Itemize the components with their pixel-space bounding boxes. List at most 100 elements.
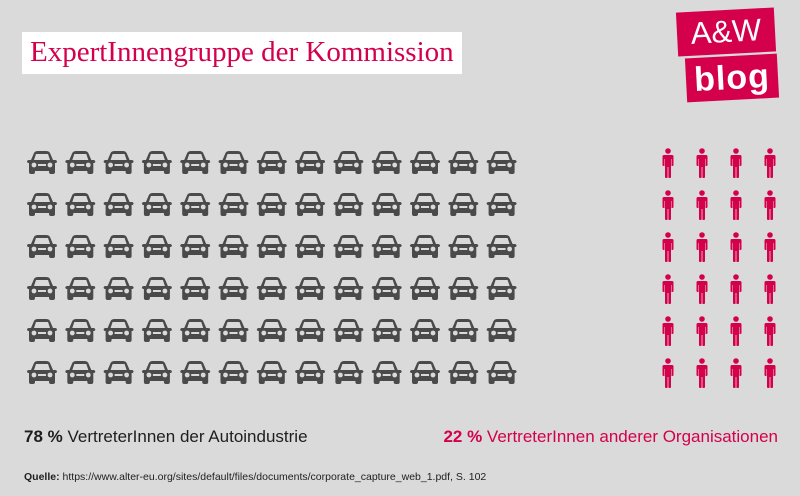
person-icon bbox=[696, 232, 708, 262]
car-icon bbox=[371, 235, 402, 258]
car-icon bbox=[410, 361, 440, 384]
source-note: Quelle: https://www.alter-eu.org/sites/d… bbox=[24, 471, 486, 483]
car-icon bbox=[27, 193, 57, 216]
source-url: https://www.alter-eu.org/sites/default/f… bbox=[62, 471, 487, 483]
person-icon bbox=[696, 148, 708, 178]
source-label: Quelle: bbox=[24, 471, 60, 483]
page-title: ExpertInnengruppe der Kommission bbox=[30, 36, 454, 68]
car-icon bbox=[448, 319, 479, 342]
car-icon bbox=[333, 361, 364, 384]
car-icon bbox=[218, 319, 249, 342]
car-icon bbox=[103, 361, 134, 384]
car-icon bbox=[371, 277, 402, 300]
person-icon bbox=[730, 274, 742, 304]
car-icon bbox=[448, 277, 479, 300]
legend-other-percent: 22 % bbox=[443, 427, 483, 446]
car-icon bbox=[218, 277, 249, 300]
person-icon bbox=[764, 190, 776, 220]
car-icon bbox=[295, 319, 326, 342]
car-icon bbox=[448, 235, 479, 258]
car-icon bbox=[141, 361, 172, 384]
car-icon bbox=[410, 235, 440, 258]
car-icon bbox=[103, 319, 134, 342]
car-icon bbox=[27, 319, 57, 342]
car-icon bbox=[180, 193, 211, 216]
person-icon bbox=[696, 274, 708, 304]
person-icon bbox=[696, 316, 708, 346]
car-icon bbox=[65, 319, 96, 342]
car-icon bbox=[448, 193, 479, 216]
person-icon bbox=[662, 148, 674, 178]
car-icon bbox=[295, 277, 326, 300]
car-icon bbox=[65, 361, 96, 384]
car-icon bbox=[218, 151, 249, 174]
car-icon bbox=[141, 151, 172, 174]
person-icon bbox=[764, 232, 776, 262]
car-icon bbox=[333, 235, 364, 258]
legend-other-label: VertreterInnen anderer Organisationen bbox=[486, 427, 778, 446]
legend-car-industry: 78 % VertreterInnen der Autoindustrie bbox=[24, 427, 308, 447]
car-icon bbox=[27, 361, 57, 384]
car-icon bbox=[486, 277, 517, 300]
person-icon bbox=[696, 358, 708, 388]
person-icon bbox=[764, 148, 776, 178]
car-icon bbox=[486, 361, 517, 384]
car-icon bbox=[295, 235, 326, 258]
person-icon bbox=[730, 232, 742, 262]
car-icon bbox=[65, 151, 96, 174]
car-icon bbox=[333, 151, 364, 174]
car-icon bbox=[410, 277, 440, 300]
car-icon bbox=[180, 235, 211, 258]
car-icon bbox=[410, 151, 440, 174]
car-icon bbox=[218, 361, 249, 384]
car-icon bbox=[486, 319, 517, 342]
car-icon bbox=[333, 319, 364, 342]
car-icon bbox=[371, 193, 402, 216]
person-icon bbox=[662, 316, 674, 346]
car-icon bbox=[256, 277, 287, 300]
car-icon bbox=[486, 235, 517, 258]
car-icon bbox=[27, 235, 57, 258]
car-icon bbox=[256, 319, 287, 342]
car-icon bbox=[256, 151, 287, 174]
person-icon bbox=[696, 190, 708, 220]
car-icon bbox=[371, 319, 402, 342]
person-icon bbox=[730, 316, 742, 346]
person-icon bbox=[662, 232, 674, 262]
car-icon bbox=[486, 193, 517, 216]
car-icon bbox=[103, 151, 134, 174]
car-icon bbox=[65, 193, 96, 216]
car-icon bbox=[256, 361, 287, 384]
car-icon bbox=[333, 193, 364, 216]
car-icon bbox=[410, 319, 440, 342]
car-icon bbox=[295, 361, 326, 384]
car-icon bbox=[103, 193, 134, 216]
car-icon bbox=[103, 277, 134, 300]
car-icon bbox=[448, 151, 479, 174]
person-icon bbox=[764, 316, 776, 346]
car-icon bbox=[256, 193, 287, 216]
car-icon bbox=[27, 277, 57, 300]
person-icon bbox=[730, 148, 742, 178]
car-icon bbox=[141, 319, 172, 342]
car-icon bbox=[180, 361, 211, 384]
person-icon bbox=[730, 190, 742, 220]
car-icon bbox=[256, 235, 287, 258]
legend-other-orgs: 22 % VertreterInnen anderer Organisation… bbox=[443, 427, 778, 447]
legend-car-label: VertreterInnen der Autoindustrie bbox=[67, 427, 308, 446]
car-icon bbox=[295, 193, 326, 216]
person-icon bbox=[764, 358, 776, 388]
car-icon bbox=[218, 235, 249, 258]
car-icon bbox=[65, 277, 96, 300]
person-icon bbox=[764, 274, 776, 304]
car-icon bbox=[295, 151, 326, 174]
person-icon bbox=[662, 358, 674, 388]
person-icon bbox=[662, 274, 674, 304]
car-icon bbox=[141, 193, 172, 216]
car-icon bbox=[180, 277, 211, 300]
car-icon bbox=[448, 361, 479, 384]
car-icon bbox=[180, 319, 211, 342]
person-icon bbox=[662, 190, 674, 220]
car-icon bbox=[333, 277, 364, 300]
